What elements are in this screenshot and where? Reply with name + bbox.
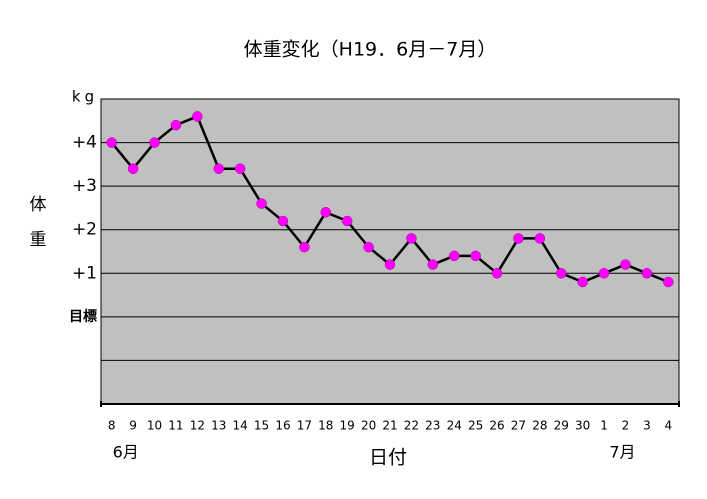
x-tick-label: 23 <box>425 419 440 433</box>
x-tick-label: 1 <box>600 419 608 433</box>
data-point <box>470 250 481 262</box>
plot-area <box>100 98 680 405</box>
x-tick-label: 4 <box>664 419 672 433</box>
data-point <box>192 111 203 122</box>
data-point <box>277 215 289 227</box>
x-tick-label: 12 <box>190 419 205 433</box>
x-tick-label: 21 <box>382 419 397 433</box>
data-point <box>448 250 460 262</box>
x-tick-label: 18 <box>318 419 333 433</box>
data-point <box>534 233 546 244</box>
y-tick-label: +1 <box>72 263 97 283</box>
x-tick-label: 3 <box>643 419 651 433</box>
y-tick-label: 目標 <box>69 308 97 325</box>
data-point <box>149 137 160 148</box>
chart-title: 体重変化（H19．6月－7月） <box>244 39 497 61</box>
x-axis-label: 日付 <box>369 447 407 469</box>
data-point <box>427 259 439 270</box>
y-tick-label: +4 <box>72 133 97 153</box>
x-tick-label: 17 <box>297 419 312 433</box>
data-point <box>170 119 182 131</box>
data-point <box>491 268 503 279</box>
x-tick-label: 16 <box>275 419 290 433</box>
data-point <box>577 276 588 288</box>
y-tick-label: +2 <box>72 220 97 240</box>
x-tick-label: 29 <box>554 419 569 433</box>
x-tick-label: 26 <box>489 419 504 433</box>
y-axis-label: 重 <box>30 230 47 250</box>
data-point <box>341 215 353 227</box>
data-point <box>234 163 246 174</box>
data-point <box>363 241 374 253</box>
x-tick-label: 25 <box>468 419 483 433</box>
data-point <box>556 268 567 279</box>
data-point <box>513 233 524 244</box>
data-point <box>620 259 631 270</box>
x-tick-label: 2 <box>622 419 630 433</box>
x-tick-label: 28 <box>532 419 547 433</box>
month-label: 7月 <box>609 443 635 462</box>
data-point <box>663 276 674 288</box>
data-point <box>127 163 139 174</box>
x-tick-label: 14 <box>233 419 248 433</box>
y-unit: kg <box>72 88 98 106</box>
x-tick-label: 15 <box>254 419 269 433</box>
x-tick-label: 8 <box>108 419 116 433</box>
x-tick-label: 19 <box>340 419 355 433</box>
x-tick-label: 9 <box>129 419 137 433</box>
x-tick-label: 10 <box>147 419 162 433</box>
data-point <box>213 163 224 174</box>
x-tick-label: 24 <box>447 419 462 433</box>
data-point <box>406 233 417 244</box>
data-point <box>641 268 653 279</box>
x-tick-label: 27 <box>511 419 526 433</box>
y-tick-label: +3 <box>72 176 97 196</box>
data-point <box>256 198 267 209</box>
data-point <box>320 207 332 218</box>
data-point <box>384 259 396 270</box>
data-point <box>299 241 310 253</box>
x-tick-label: 22 <box>404 419 419 433</box>
y-axis-label: 体 <box>30 195 47 215</box>
data-point <box>598 268 610 279</box>
data-point <box>106 137 117 148</box>
month-label: 6月 <box>113 443 139 462</box>
x-tick-label: 13 <box>211 419 226 433</box>
x-tick-label: 20 <box>361 419 376 433</box>
x-tick-label: 30 <box>575 419 590 433</box>
x-tick-label: 11 <box>168 419 183 433</box>
